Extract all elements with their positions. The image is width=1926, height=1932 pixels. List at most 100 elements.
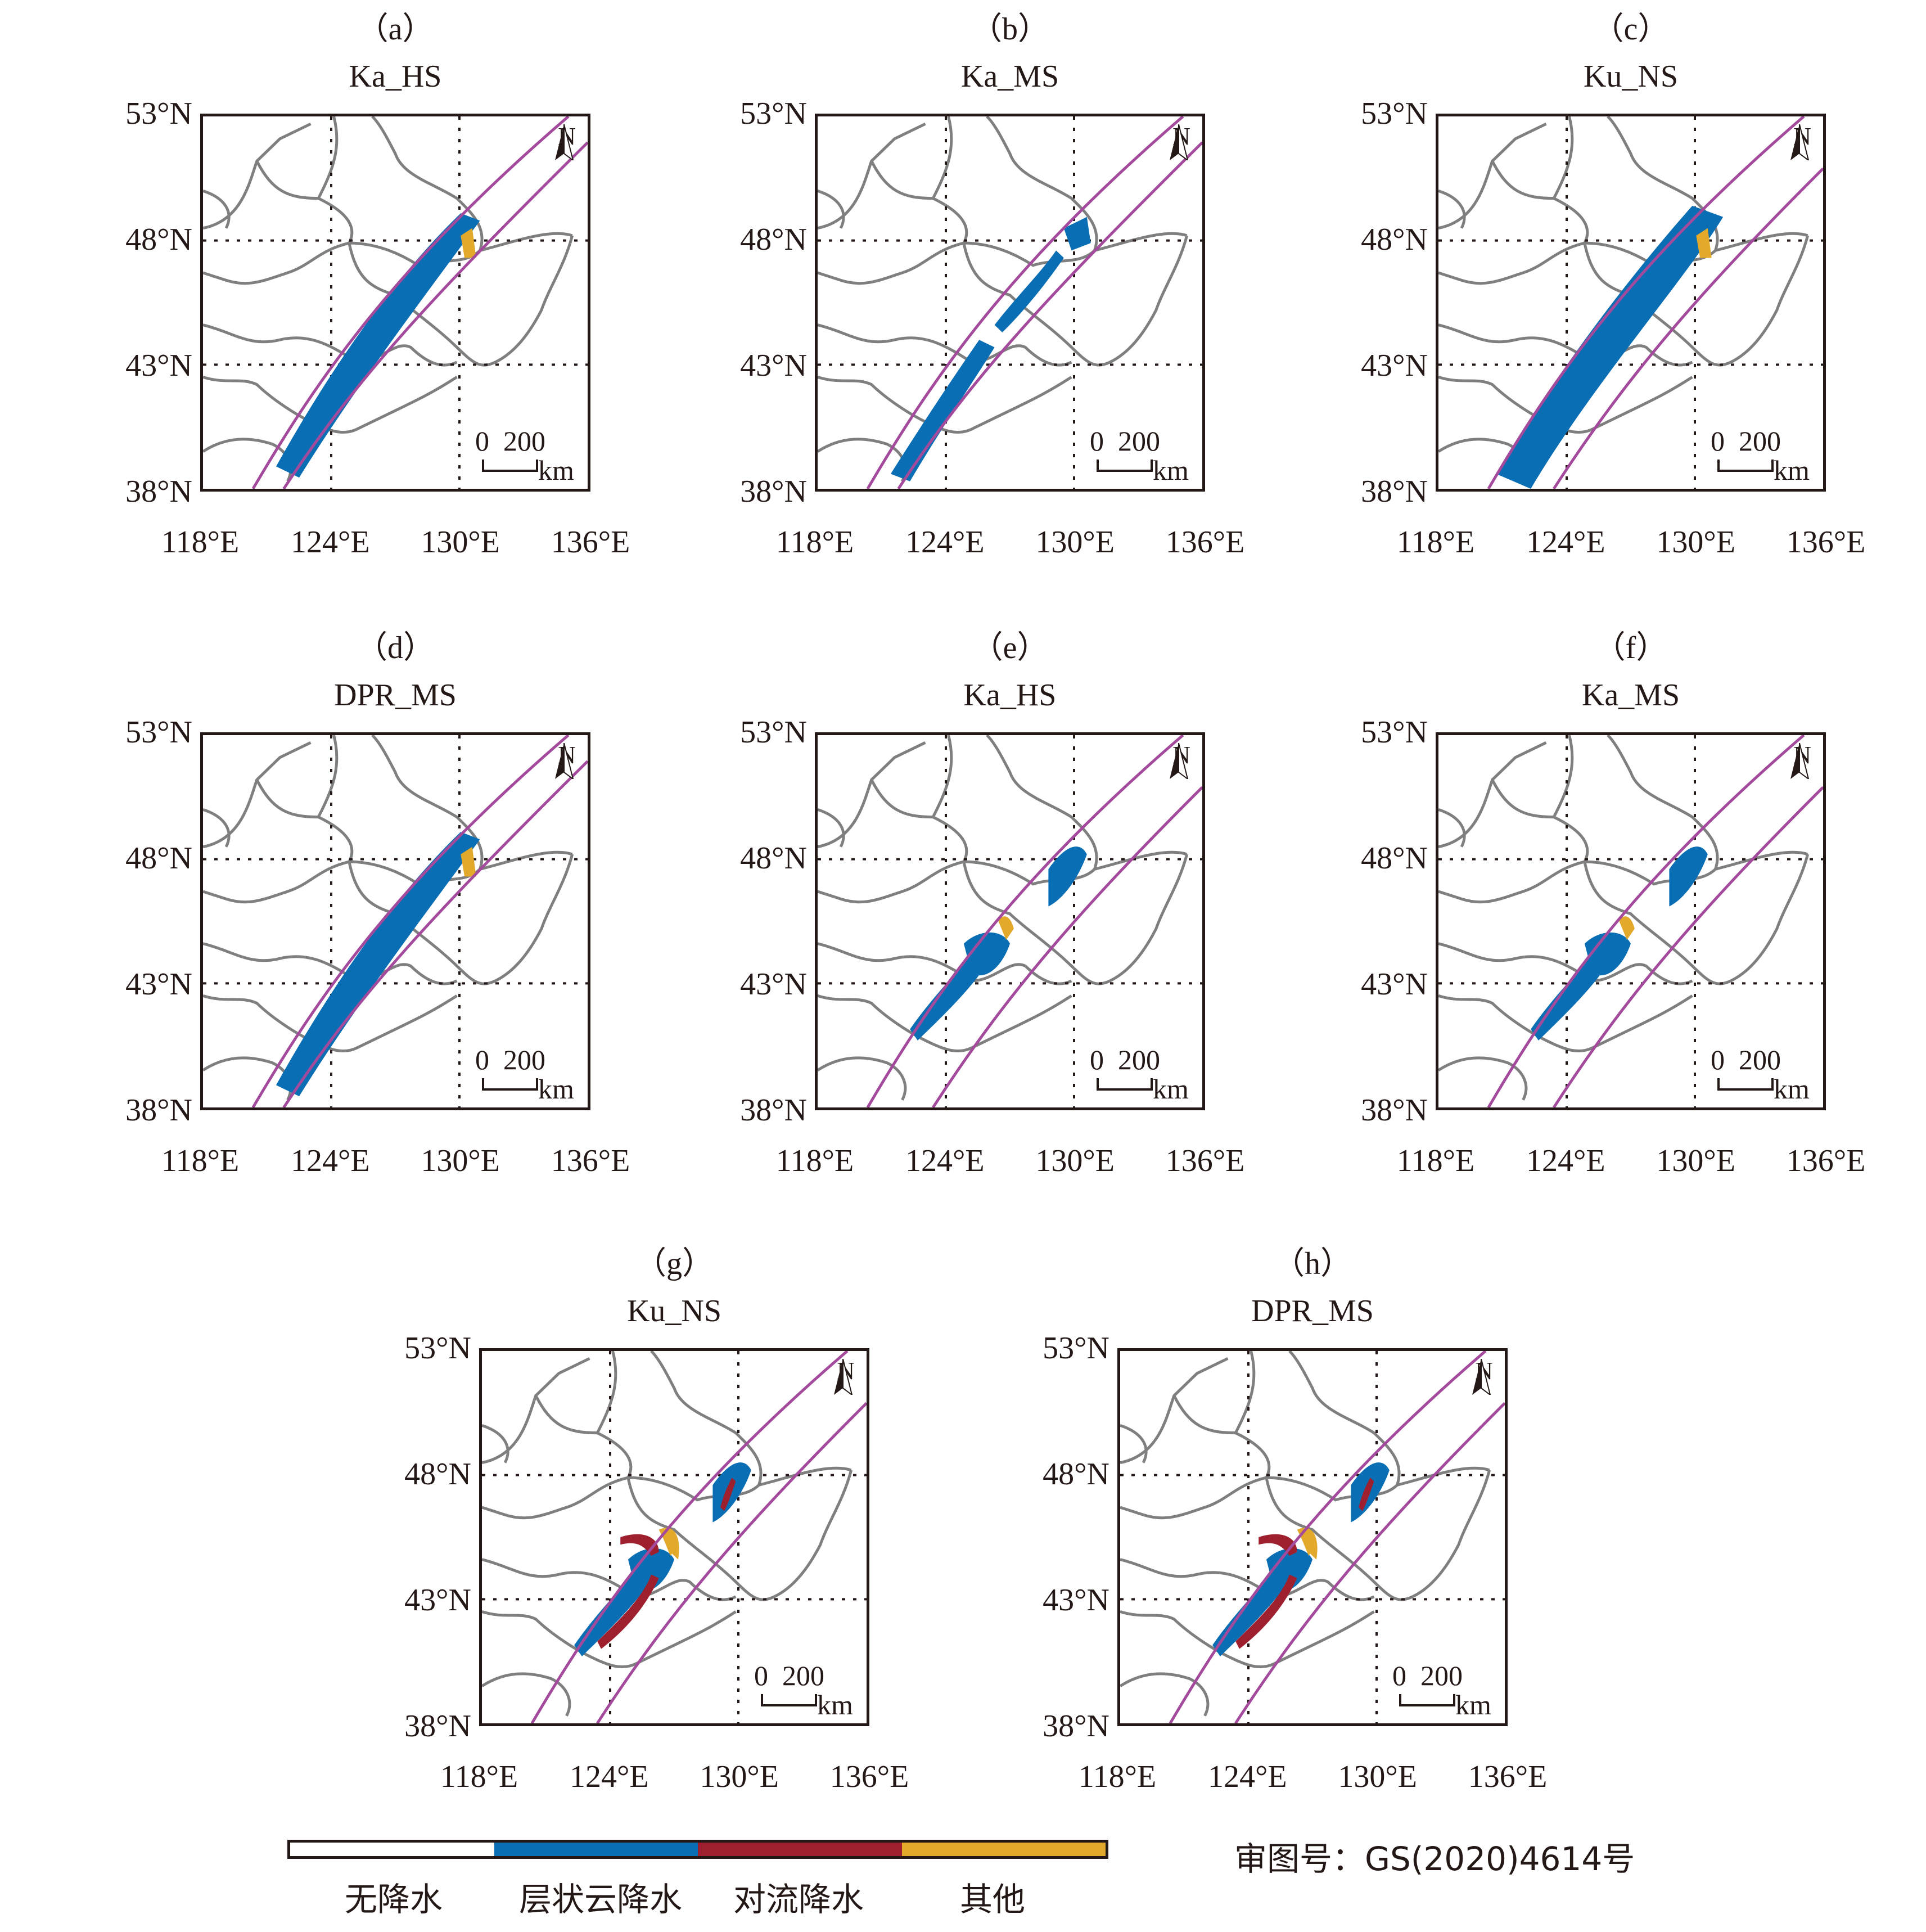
swath-edge-right bbox=[899, 142, 1202, 489]
precipitation-type-field bbox=[1496, 205, 1724, 489]
north-arrow-icon: N bbox=[1789, 124, 1815, 160]
latitude-tick-label: 53°N bbox=[1361, 715, 1428, 750]
scale-unit: km bbox=[817, 1689, 853, 1721]
legend-swatch-convective bbox=[698, 1843, 902, 1856]
swath-edge-right bbox=[284, 761, 588, 1107]
latitude-tick-label: 38°N bbox=[1361, 474, 1428, 509]
panel-title: Ka_MS bbox=[1581, 678, 1680, 713]
latitude-tick-label: 48°N bbox=[1361, 841, 1428, 876]
latitude-tick-label: 48°N bbox=[1361, 222, 1428, 257]
latitude-tick-label: 53°N bbox=[125, 715, 192, 750]
longitude-tick-label: 130°E bbox=[700, 1759, 779, 1794]
scale-line bbox=[1717, 460, 1774, 472]
scale-line bbox=[1399, 1694, 1455, 1706]
north-arrow-icon: N bbox=[554, 124, 580, 160]
scale-numbers: 0 200 bbox=[475, 425, 545, 457]
scale-numbers: 0 200 bbox=[1090, 425, 1160, 457]
longitude-tick-label: 124°E bbox=[570, 1759, 649, 1794]
latitude-tick-label: 43°N bbox=[1043, 1583, 1109, 1618]
swath-edge-right bbox=[284, 142, 588, 489]
longitude-tick-label: 136°E bbox=[1165, 1143, 1245, 1178]
north-arrow-icon: N bbox=[554, 743, 580, 779]
longitude-tick-label: 136°E bbox=[551, 1143, 630, 1178]
panel-label: （f） bbox=[1594, 631, 1668, 665]
latitude-tick-label: 48°N bbox=[125, 222, 192, 257]
scale-bar: 0 200 km bbox=[1086, 1043, 1199, 1105]
province-boundaries bbox=[1438, 735, 1808, 1100]
panel-label: （b） bbox=[971, 12, 1049, 47]
province-boundaries bbox=[818, 735, 1187, 1100]
longitude-tick-label: 136°E bbox=[829, 1759, 909, 1794]
longitude-tick-label: 136°E bbox=[551, 525, 630, 560]
longitude-tick-label: 130°E bbox=[1656, 525, 1735, 560]
scale-line bbox=[482, 460, 538, 472]
precipitation-type-field bbox=[1531, 846, 1708, 1041]
latitude-tick-label: 43°N bbox=[125, 348, 192, 383]
longitude-tick-label: 124°E bbox=[905, 525, 985, 560]
longitude-tick-label: 130°E bbox=[1656, 1143, 1735, 1178]
scale-numbers: 0 200 bbox=[1392, 1660, 1463, 1691]
scale-line bbox=[1097, 1078, 1153, 1091]
longitude-tick-label: 130°E bbox=[1035, 525, 1115, 560]
longitude-tick-label: 124°E bbox=[1526, 525, 1605, 560]
latitude-tick-label: 48°N bbox=[740, 222, 807, 257]
north-arrow-icon: N bbox=[1789, 743, 1815, 779]
precipitation-type-field bbox=[276, 213, 480, 478]
longitude-tick-label: 124°E bbox=[291, 525, 370, 560]
north-arrow-icon: N bbox=[833, 1359, 859, 1395]
latitude-tick-label: 38°N bbox=[404, 1709, 471, 1744]
swath-edge-left bbox=[868, 735, 1183, 1107]
longitude-tick-label: 136°E bbox=[1468, 1759, 1548, 1794]
legend-label-no-rain: 无降水 bbox=[344, 1880, 443, 1919]
longitude-tick-label: 130°E bbox=[1338, 1759, 1417, 1794]
scale-numbers: 0 200 bbox=[1711, 425, 1781, 457]
longitude-tick-label: 118°E bbox=[440, 1759, 518, 1794]
longitude-tick-label: 136°E bbox=[1786, 1143, 1866, 1178]
scale-bar: 0 200 km bbox=[472, 425, 584, 487]
precipitation-type-field bbox=[574, 1462, 751, 1656]
north-arrow-icon: N bbox=[1169, 124, 1194, 160]
longitude-tick-label: 118°E bbox=[775, 1143, 854, 1178]
panel-label: （d） bbox=[356, 631, 435, 665]
scale-unit: km bbox=[1455, 1689, 1491, 1721]
north-arrow-icon: N bbox=[1169, 743, 1194, 779]
latitude-tick-label: 53°N bbox=[125, 96, 192, 131]
longitude-tick-label: 124°E bbox=[1208, 1759, 1287, 1794]
legend-swatch-stratiform bbox=[494, 1843, 698, 1856]
swath-edge-left bbox=[253, 735, 569, 1107]
precipitation-type-field bbox=[890, 217, 1091, 481]
scale-unit: km bbox=[1153, 454, 1189, 486]
latitude-tick-label: 38°N bbox=[740, 1093, 807, 1128]
swath-edge-right bbox=[1235, 1403, 1505, 1723]
scale-bar: 0 200 km bbox=[751, 1659, 863, 1721]
longitude-tick-label: 130°E bbox=[1035, 1143, 1115, 1178]
panel-label: （h） bbox=[1273, 1246, 1352, 1281]
longitude-tick-label: 124°E bbox=[1526, 1143, 1605, 1178]
longitude-tick-label: 136°E bbox=[1165, 525, 1245, 560]
latitude-tick-label: 38°N bbox=[1361, 1093, 1428, 1128]
latitude-tick-label: 43°N bbox=[740, 348, 807, 383]
longitude-tick-label: 130°E bbox=[421, 1143, 500, 1178]
swath-edge-left bbox=[1170, 1351, 1486, 1723]
latitude-tick-label: 53°N bbox=[404, 1331, 471, 1366]
panel-title: Ka_HS bbox=[963, 678, 1057, 713]
north-arrow-icon: N bbox=[1471, 1359, 1497, 1395]
latitude-tick-label: 48°N bbox=[1043, 1457, 1109, 1492]
scale-line bbox=[1097, 460, 1153, 472]
scale-unit: km bbox=[1153, 1073, 1189, 1105]
panel-title: Ku_NS bbox=[1583, 59, 1679, 94]
precipitation-type-field bbox=[910, 846, 1087, 1041]
scale-line bbox=[761, 1694, 817, 1706]
